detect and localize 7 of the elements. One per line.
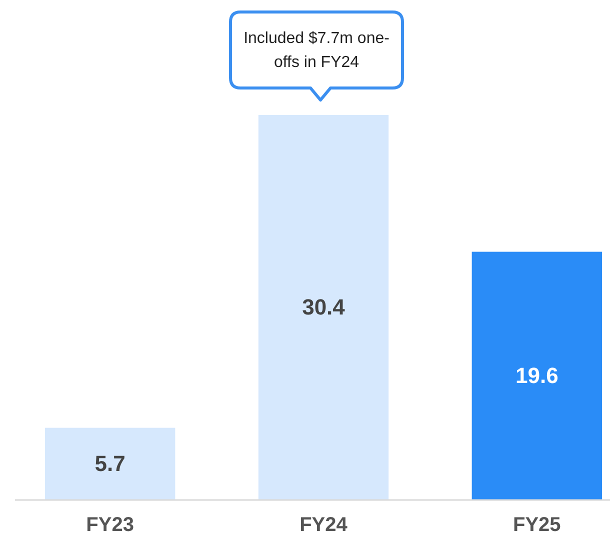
data-label: 19.6 (515, 362, 558, 388)
x-tick-label: FY25 (513, 514, 561, 536)
x-tick-label: FY24 (300, 514, 348, 536)
data-label: 30.4 (302, 294, 346, 320)
annotation: Included $7.7m one-offs in FY24 (244, 30, 390, 71)
data-label: 5.7 (94, 450, 126, 476)
x-tick-label: FY23 (86, 514, 134, 536)
